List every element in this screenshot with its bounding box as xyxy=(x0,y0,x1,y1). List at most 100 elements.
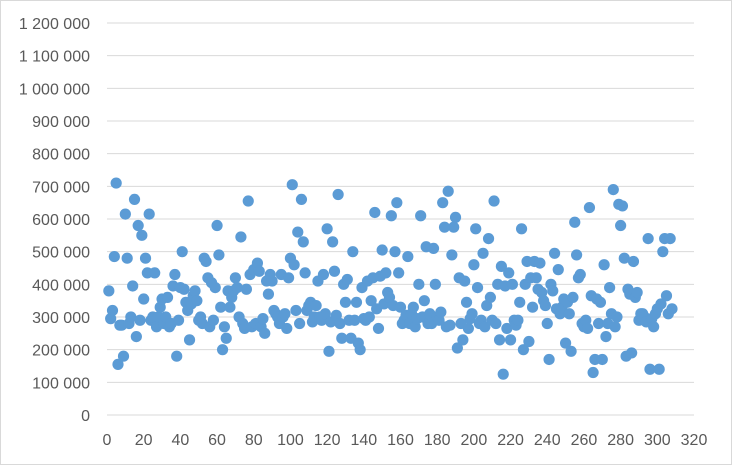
data-point xyxy=(616,200,629,212)
data-point xyxy=(132,219,144,232)
data-point xyxy=(493,334,506,346)
data-point xyxy=(559,337,572,349)
x-tick-label: 280 xyxy=(607,432,634,449)
data-point xyxy=(648,321,660,333)
data-point xyxy=(138,293,150,305)
data-point xyxy=(438,221,451,233)
data-point xyxy=(655,298,667,310)
data-point xyxy=(171,350,183,362)
data-point xyxy=(112,358,124,370)
data-point xyxy=(341,273,353,286)
y-tick-label: 800 000 xyxy=(32,147,90,164)
x-tick-label: 20 xyxy=(135,432,153,449)
data-point xyxy=(607,184,619,196)
data-point xyxy=(242,195,254,207)
x-tick-label: 60 xyxy=(208,432,226,449)
data-point xyxy=(240,283,253,295)
data-point xyxy=(594,296,607,308)
y-axis-ticks: 0 100 000 200 000 300 000 400 000 500 000 600 … xyxy=(19,16,90,425)
data-point xyxy=(451,342,463,354)
data-point xyxy=(216,344,229,356)
data-point xyxy=(220,332,232,344)
data-point xyxy=(604,282,616,294)
data-point xyxy=(281,322,293,335)
data-point xyxy=(514,296,526,308)
data-point xyxy=(495,260,507,272)
x-tick-label: 240 xyxy=(534,432,561,449)
y-tick-label: 100 000 xyxy=(32,375,90,392)
y-tick-label: 1 200 000 xyxy=(19,16,90,33)
data-point xyxy=(574,268,586,281)
data-point xyxy=(457,334,469,346)
x-tick-label: 320 xyxy=(681,432,708,449)
data-point xyxy=(427,242,440,254)
data-point xyxy=(235,231,247,243)
data-point xyxy=(418,295,430,307)
data-point xyxy=(336,332,348,344)
data-point xyxy=(257,313,269,325)
y-tick-label: 1 000 000 xyxy=(19,81,90,98)
data-point xyxy=(290,304,302,317)
y-tick-label: 400 000 xyxy=(32,277,90,294)
data-point xyxy=(350,296,363,308)
data-point xyxy=(593,317,605,330)
x-tick-label: 80 xyxy=(245,432,263,449)
data-point xyxy=(334,317,346,330)
data-point xyxy=(393,267,405,279)
data-point xyxy=(468,259,480,271)
data-point xyxy=(169,268,181,281)
data-point xyxy=(415,210,427,222)
data-point xyxy=(583,201,596,214)
x-axis-ticks: 0 20 40 60 80 100 120 140 160 180 200 220 240 260 280 3… xyxy=(103,432,708,449)
data-point xyxy=(294,317,306,330)
data-point xyxy=(369,206,381,219)
data-point xyxy=(110,177,122,189)
y-tick-label: 200 000 xyxy=(32,343,90,360)
data-point xyxy=(103,285,115,297)
data-point xyxy=(460,296,473,308)
data-point xyxy=(598,259,610,271)
data-point xyxy=(530,272,542,284)
data-point xyxy=(117,350,130,362)
data-point xyxy=(642,233,654,245)
data-point xyxy=(189,285,201,297)
data-point xyxy=(512,314,524,326)
y-tick-label: 500 000 xyxy=(32,245,90,262)
data-point xyxy=(547,285,559,297)
data-point xyxy=(229,272,242,284)
data-point xyxy=(323,345,335,357)
y-tick-label: 900 000 xyxy=(32,114,90,131)
x-tick-label: 220 xyxy=(497,432,524,449)
data-point xyxy=(211,219,223,232)
x-tick-label: 40 xyxy=(171,432,189,449)
data-point xyxy=(200,255,212,268)
data-point xyxy=(664,233,676,245)
data-point xyxy=(449,211,462,223)
data-point xyxy=(466,308,478,320)
data-point xyxy=(479,321,491,333)
data-point xyxy=(615,219,627,232)
data-point xyxy=(327,236,339,248)
data-point xyxy=(442,185,454,197)
data-point xyxy=(149,267,161,279)
data-point xyxy=(391,197,403,209)
data-point xyxy=(523,335,535,348)
data-point xyxy=(407,301,419,313)
data-point xyxy=(121,252,133,264)
data-point xyxy=(339,296,352,308)
data-point xyxy=(402,250,414,263)
data-point xyxy=(108,250,120,263)
data-point xyxy=(626,347,638,359)
data-point xyxy=(565,345,577,357)
data-point xyxy=(515,223,528,235)
x-tick-label: 200 xyxy=(461,432,488,449)
data-point xyxy=(363,311,375,323)
data-point xyxy=(582,322,594,335)
data-point xyxy=(497,368,509,380)
x-tick-label: 160 xyxy=(387,432,414,449)
data-point xyxy=(372,322,385,335)
data-point xyxy=(611,311,623,323)
data-point xyxy=(437,197,449,209)
data-point xyxy=(541,317,553,330)
data-point xyxy=(490,317,502,330)
